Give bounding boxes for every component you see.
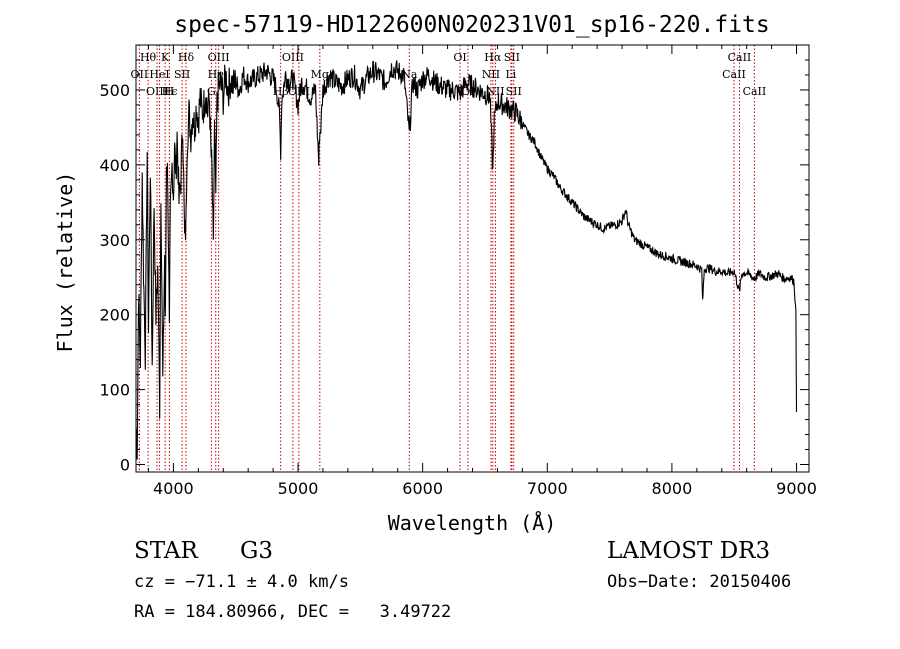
line-label: CaII (722, 68, 746, 81)
plot-frame (135, 44, 810, 473)
series-layer (135, 60, 798, 460)
spectral-line-markers (138, 45, 755, 472)
object-subclass: G3 (240, 538, 274, 564)
line-label: NII (482, 68, 500, 81)
y-axis-label: Flux (relative) (53, 172, 77, 353)
line-label: Hβ (273, 85, 289, 98)
observation-date: Obs−Date: 20150406 (607, 572, 792, 592)
line-label: Na (401, 68, 418, 81)
line-label: Hγ (208, 68, 225, 81)
y-tick-label: 0 (120, 456, 130, 475)
line-label: Hθ (140, 51, 157, 64)
ra-dec-coordinates: RA = 184.80966, DEC = 3.49722 (134, 602, 452, 622)
x-tick-label: 6000 (402, 479, 443, 498)
redshift-value: cz = −71.1 ± 4.0 km/s (134, 572, 349, 592)
chart-title: spec-57119-HD122600N020231V01_sp16-220.f… (174, 12, 769, 38)
x-tick-label: 9000 (776, 479, 817, 498)
survey-name: LAMOST DR3 (607, 538, 771, 564)
object-type: STAR (134, 538, 198, 564)
line-label: SII (506, 85, 522, 98)
line-label: OI (453, 51, 466, 64)
line-label: H (165, 85, 175, 98)
line-label: SII (504, 51, 520, 64)
y-tick-label: 500 (99, 81, 130, 100)
line-label: CaII (728, 51, 752, 64)
x-tick-label: 4000 (153, 479, 194, 498)
line-label: Hα (484, 51, 502, 64)
line-label: SII (174, 68, 190, 81)
line-label: OIII (288, 85, 310, 98)
axis-ticks: 4000 5000 6000 7000 8000 9000 0 100 200 300 400 500 (99, 44, 817, 498)
spectrum-line (135, 60, 798, 460)
y-tick-label: 400 (99, 156, 130, 175)
line-label: Hδ (178, 51, 195, 64)
line-label: K (161, 51, 170, 64)
line-label: NII (486, 85, 504, 98)
y-tick-label: 300 (99, 231, 130, 250)
y-tick-label: 100 (99, 381, 130, 400)
line-label: CaII (743, 85, 767, 98)
x-tick-label: 8000 (652, 479, 693, 498)
line-label: OIII (146, 85, 168, 98)
line-label: OIII (282, 51, 304, 64)
line-label: Li (505, 68, 516, 81)
line-label: Hϵ (162, 85, 178, 98)
line-label: G (207, 85, 216, 98)
line-label: HeI (149, 68, 169, 81)
line-label: Mg (311, 68, 329, 81)
x-tick-label: 7000 (527, 479, 568, 498)
y-tick-label: 200 (99, 306, 130, 325)
x-tick-label: 5000 (278, 479, 319, 498)
line-label: OIII (208, 51, 230, 64)
x-axis-label: Wavelength (Å) (388, 511, 557, 535)
line-label: OI (461, 85, 474, 98)
